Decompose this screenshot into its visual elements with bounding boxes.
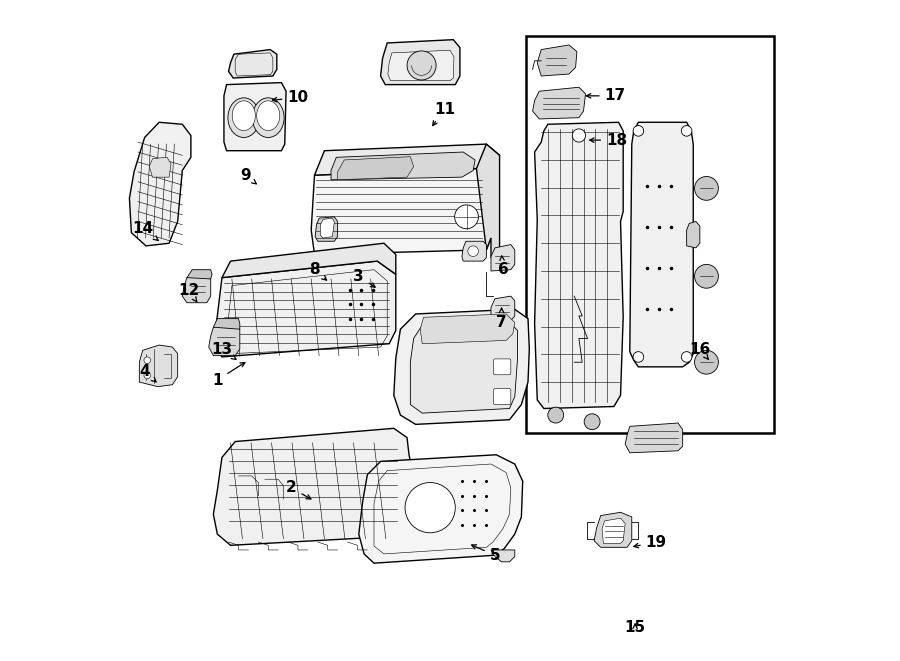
Circle shape [144, 372, 150, 379]
Polygon shape [224, 83, 286, 151]
Polygon shape [338, 157, 414, 180]
Circle shape [454, 205, 479, 229]
Text: 6: 6 [498, 256, 508, 277]
Polygon shape [222, 243, 396, 278]
Text: 18: 18 [590, 133, 627, 147]
Text: 7: 7 [496, 308, 507, 330]
Polygon shape [331, 152, 475, 180]
Polygon shape [535, 122, 623, 408]
Polygon shape [187, 270, 212, 279]
Polygon shape [209, 324, 239, 356]
Polygon shape [183, 274, 211, 303]
Ellipse shape [256, 100, 280, 130]
Polygon shape [320, 218, 334, 238]
Polygon shape [359, 455, 523, 563]
Polygon shape [420, 314, 515, 344]
Text: 15: 15 [625, 621, 645, 635]
Polygon shape [491, 296, 515, 323]
FancyBboxPatch shape [493, 359, 511, 375]
Circle shape [681, 126, 692, 136]
Circle shape [695, 264, 718, 288]
Polygon shape [626, 423, 683, 453]
Circle shape [681, 352, 692, 362]
Text: 17: 17 [587, 89, 626, 103]
Text: 11: 11 [433, 102, 455, 126]
Text: 4: 4 [140, 364, 156, 382]
FancyBboxPatch shape [493, 389, 511, 405]
Text: 2: 2 [286, 481, 310, 499]
Text: 10: 10 [273, 91, 309, 105]
Circle shape [405, 483, 455, 533]
Polygon shape [602, 518, 626, 543]
Polygon shape [476, 144, 500, 258]
Circle shape [407, 51, 436, 80]
Polygon shape [533, 87, 586, 119]
Text: 5: 5 [472, 545, 500, 563]
Polygon shape [229, 50, 277, 78]
Text: 1: 1 [212, 362, 245, 387]
Ellipse shape [228, 98, 259, 137]
Circle shape [144, 357, 150, 364]
Polygon shape [537, 45, 577, 76]
Circle shape [468, 246, 479, 256]
Circle shape [695, 350, 718, 374]
Ellipse shape [252, 98, 284, 137]
Polygon shape [149, 157, 171, 177]
Polygon shape [213, 319, 239, 329]
Polygon shape [315, 217, 338, 241]
Polygon shape [594, 512, 632, 547]
Text: 8: 8 [310, 262, 327, 280]
Circle shape [633, 352, 643, 362]
Polygon shape [410, 321, 518, 413]
Polygon shape [130, 122, 191, 246]
Polygon shape [388, 50, 454, 81]
Text: 16: 16 [689, 342, 710, 360]
Polygon shape [314, 144, 500, 177]
Polygon shape [687, 221, 700, 248]
Bar [526, 36, 774, 433]
Circle shape [572, 129, 586, 142]
Circle shape [695, 176, 718, 200]
Text: 13: 13 [212, 342, 236, 360]
Polygon shape [462, 241, 486, 261]
Polygon shape [213, 428, 414, 545]
Polygon shape [213, 261, 396, 357]
Polygon shape [394, 309, 529, 424]
Circle shape [548, 407, 563, 423]
Text: 19: 19 [634, 535, 667, 549]
Polygon shape [630, 122, 693, 367]
Circle shape [633, 126, 643, 136]
Circle shape [584, 414, 600, 430]
Polygon shape [491, 245, 515, 271]
Polygon shape [491, 550, 515, 562]
Text: 12: 12 [178, 284, 200, 301]
Text: 9: 9 [239, 168, 256, 184]
Polygon shape [381, 40, 460, 85]
Ellipse shape [232, 100, 256, 130]
Polygon shape [311, 169, 491, 254]
Text: 14: 14 [132, 221, 158, 241]
Text: 3: 3 [354, 269, 375, 287]
Polygon shape [140, 345, 177, 387]
